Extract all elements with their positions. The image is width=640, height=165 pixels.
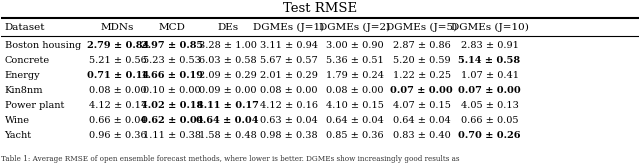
- Text: DGMEs (J=5): DGMEs (J=5): [386, 23, 457, 32]
- Text: 0.08 ± 0.00: 0.08 ± 0.00: [326, 86, 384, 95]
- Text: 3.11 ± 0.94: 3.11 ± 0.94: [260, 41, 318, 50]
- Text: 0.71 ± 0.14: 0.71 ± 0.14: [86, 71, 148, 80]
- Text: 0.64 ± 0.04: 0.64 ± 0.04: [326, 116, 384, 125]
- Text: 0.64 ± 0.04: 0.64 ± 0.04: [393, 116, 451, 125]
- Text: 1.66 ± 0.19: 1.66 ± 0.19: [141, 71, 203, 80]
- Text: 3.28 ± 1.00: 3.28 ± 1.00: [198, 41, 257, 50]
- Text: 5.20 ± 0.59: 5.20 ± 0.59: [393, 56, 451, 65]
- Text: Dataset: Dataset: [4, 23, 45, 32]
- Text: DGMEs (J=1): DGMEs (J=1): [253, 23, 324, 32]
- Text: DGMEs (J=10): DGMEs (J=10): [451, 23, 529, 32]
- Text: 1.58 ± 0.48: 1.58 ± 0.48: [199, 131, 257, 140]
- Text: Power plant: Power plant: [4, 101, 64, 110]
- Text: 2.87 ± 0.86: 2.87 ± 0.86: [393, 41, 451, 50]
- Text: 0.10 ± 0.00: 0.10 ± 0.00: [143, 86, 201, 95]
- Text: Kin8nm: Kin8nm: [4, 86, 43, 95]
- Text: 5.23 ± 0.53: 5.23 ± 0.53: [143, 56, 201, 65]
- Text: 0.08 ± 0.00: 0.08 ± 0.00: [89, 86, 147, 95]
- Text: 0.64 ± 0.04: 0.64 ± 0.04: [196, 116, 259, 125]
- Text: Table 1: Average RMSE of open ensemble forecast methods, where lower is better. : Table 1: Average RMSE of open ensemble f…: [1, 155, 460, 163]
- Text: Concrete: Concrete: [4, 56, 50, 65]
- Text: 5.14 ± 0.58: 5.14 ± 0.58: [458, 56, 520, 65]
- Text: 2.79 ± 0.84: 2.79 ± 0.84: [86, 41, 149, 50]
- Text: 4.07 ± 0.15: 4.07 ± 0.15: [393, 101, 451, 110]
- Text: 2.01 ± 0.29: 2.01 ± 0.29: [260, 71, 318, 80]
- Text: 1.07 ± 0.41: 1.07 ± 0.41: [461, 71, 518, 80]
- Text: 4.12 ± 0.17: 4.12 ± 0.17: [88, 101, 147, 110]
- Text: Boston housing: Boston housing: [4, 41, 81, 50]
- Text: 5.67 ± 0.57: 5.67 ± 0.57: [260, 56, 318, 65]
- Text: 1.11 ± 0.38: 1.11 ± 0.38: [143, 131, 201, 140]
- Text: MCD: MCD: [159, 23, 186, 32]
- Text: 6.03 ± 0.58: 6.03 ± 0.58: [199, 56, 257, 65]
- Text: 1.79 ± 0.24: 1.79 ± 0.24: [326, 71, 384, 80]
- Text: 0.08 ± 0.00: 0.08 ± 0.00: [260, 86, 318, 95]
- Text: 4.10 ± 0.15: 4.10 ± 0.15: [326, 101, 384, 110]
- Text: Test RMSE: Test RMSE: [283, 2, 357, 15]
- Text: 4.02 ± 0.18: 4.02 ± 0.18: [141, 101, 203, 110]
- Text: 0.62 ± 0.04: 0.62 ± 0.04: [141, 116, 203, 125]
- Text: 2.97 ± 0.85: 2.97 ± 0.85: [141, 41, 203, 50]
- Text: MDNs: MDNs: [101, 23, 134, 32]
- Text: 0.70 ± 0.26: 0.70 ± 0.26: [458, 131, 521, 140]
- Text: 1.22 ± 0.25: 1.22 ± 0.25: [392, 71, 451, 80]
- Text: 4.12 ± 0.16: 4.12 ± 0.16: [260, 101, 318, 110]
- Text: 0.07 ± 0.00: 0.07 ± 0.00: [458, 86, 521, 95]
- Text: 0.96 ± 0.36: 0.96 ± 0.36: [89, 131, 147, 140]
- Text: 0.66 ± 0.05: 0.66 ± 0.05: [461, 116, 518, 125]
- Text: Wine: Wine: [4, 116, 29, 125]
- Text: 3.00 ± 0.90: 3.00 ± 0.90: [326, 41, 384, 50]
- Text: Energy: Energy: [4, 71, 40, 80]
- Text: 2.09 ± 0.29: 2.09 ± 0.29: [199, 71, 257, 80]
- Text: 2.83 ± 0.91: 2.83 ± 0.91: [461, 41, 518, 50]
- Text: 0.83 ± 0.40: 0.83 ± 0.40: [393, 131, 451, 140]
- Text: 0.85 ± 0.36: 0.85 ± 0.36: [326, 131, 384, 140]
- Text: 0.07 ± 0.00: 0.07 ± 0.00: [390, 86, 453, 95]
- Text: DGMEs (J=2): DGMEs (J=2): [319, 23, 390, 32]
- Text: 0.66 ± 0.04: 0.66 ± 0.04: [89, 116, 147, 125]
- Text: 0.09 ± 0.00: 0.09 ± 0.00: [199, 86, 257, 95]
- Text: 4.11 ± 0.17: 4.11 ± 0.17: [196, 101, 259, 110]
- Text: 5.21 ± 0.56: 5.21 ± 0.56: [89, 56, 147, 65]
- Text: 0.98 ± 0.38: 0.98 ± 0.38: [260, 131, 318, 140]
- Text: Yacht: Yacht: [4, 131, 32, 140]
- Text: 5.36 ± 0.51: 5.36 ± 0.51: [326, 56, 384, 65]
- Text: 0.63 ± 0.04: 0.63 ± 0.04: [260, 116, 318, 125]
- Text: 4.05 ± 0.13: 4.05 ± 0.13: [461, 101, 518, 110]
- Text: DEs: DEs: [217, 23, 238, 32]
